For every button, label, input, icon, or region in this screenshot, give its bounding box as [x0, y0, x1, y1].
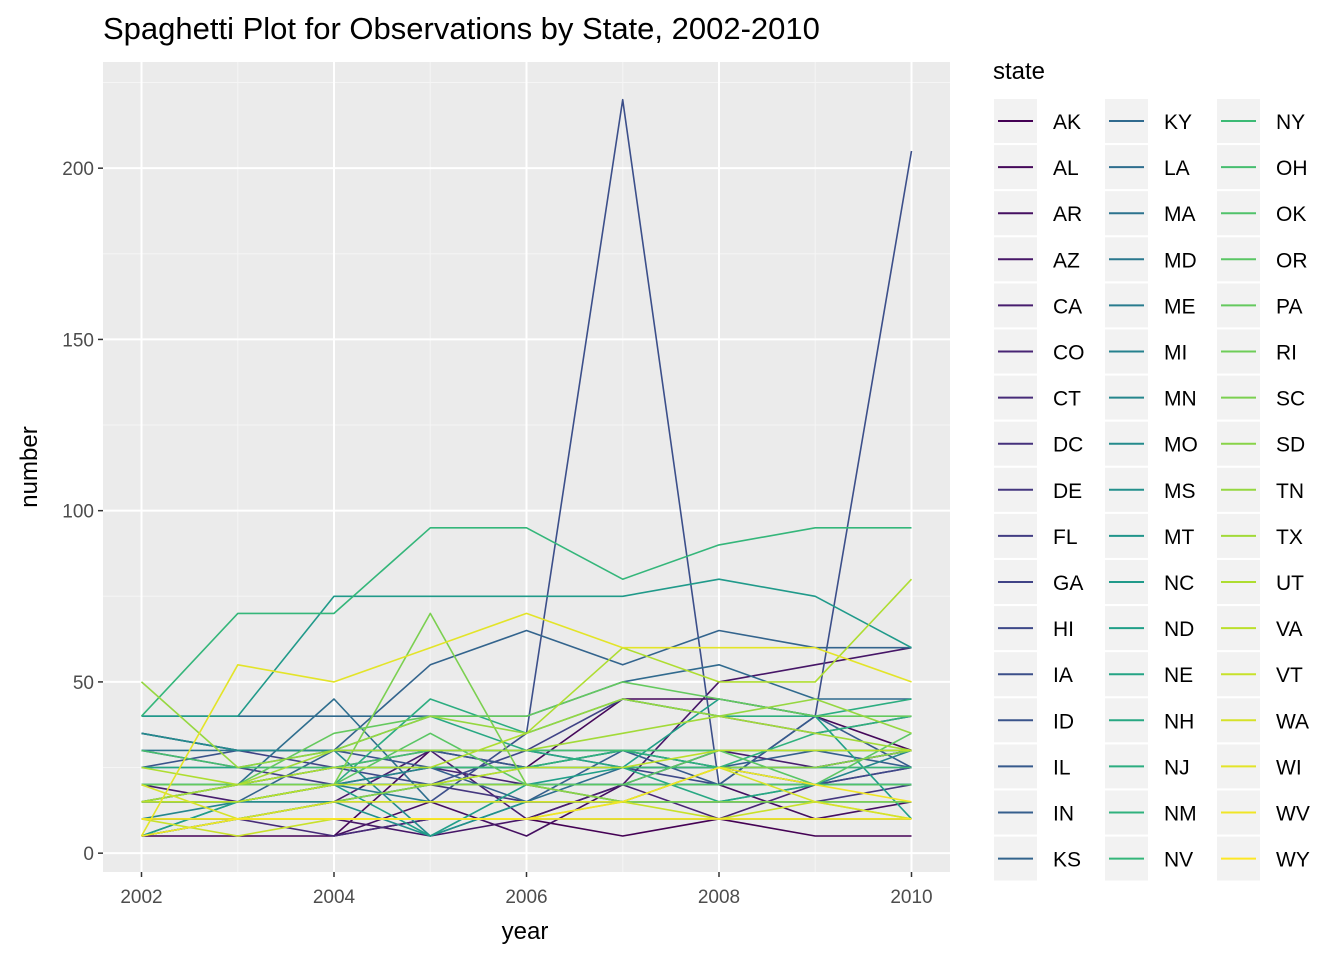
legend-label-vt: VT [1276, 664, 1303, 687]
legend-label-ky: KY [1164, 111, 1192, 134]
legend: AK AL AR AZ CA CO CT DC DE FL GA HI IA ID IL IN KS KY LA MA… [994, 99, 1310, 881]
legend-label-il: IL [1053, 756, 1071, 779]
legend-label-pa: PA [1276, 295, 1302, 318]
legend-label-nm: NM [1164, 803, 1197, 826]
legend-label-md: MD [1164, 249, 1197, 272]
series-line-nv [140, 527, 912, 717]
legend-label-az: AZ [1053, 249, 1080, 272]
legend-label-nh: NH [1164, 710, 1194, 733]
legend-label-in: IN [1053, 803, 1074, 826]
legend-label-ga: GA [1053, 572, 1083, 595]
legend-label-fl: FL [1053, 526, 1078, 549]
legend-label-ia: IA [1053, 664, 1073, 687]
series-line-wa [141, 766, 912, 820]
series-line-pa [141, 681, 912, 786]
x-tick-label: 2010 [890, 887, 932, 908]
y-axis-label: number [16, 426, 43, 507]
y-tick-label: 100 [62, 502, 94, 523]
series-line-nc [141, 578, 912, 717]
legend-label-ok: OK [1276, 203, 1306, 226]
legend-label-va: VA [1276, 618, 1302, 641]
legend-label-sd: SD [1276, 434, 1305, 457]
legend-label-hi: HI [1053, 618, 1074, 641]
legend-label-tn: TN [1276, 480, 1304, 503]
legend-label-id: ID [1053, 710, 1074, 733]
legend-label-wy: WY [1276, 849, 1310, 872]
series-line-ut [141, 578, 913, 786]
legend-label-ak: AK [1053, 111, 1081, 134]
x-axis: 2002 2004 2006 2008 2010 [120, 872, 933, 908]
legend-label-or: OR [1276, 249, 1308, 272]
legend-label-wi: WI [1276, 756, 1302, 779]
chart-title: Spaghetti Plot for Observations by State… [103, 11, 820, 46]
y-tick-label: 150 [62, 330, 94, 351]
legend-label-ar: AR [1053, 203, 1082, 226]
series-line-wi [140, 612, 912, 837]
y-tick-label: 200 [62, 159, 94, 180]
legend-label-mn: MN [1164, 388, 1197, 411]
legend-label-ca: CA [1053, 295, 1082, 318]
x-axis-label: year [502, 918, 549, 945]
legend-label-al: AL [1053, 157, 1079, 180]
legend-label-mo: MO [1164, 434, 1198, 457]
legend-label-nc: NC [1164, 572, 1194, 595]
legend-label-nv: NV [1164, 849, 1193, 872]
legend-label-mi: MI [1164, 342, 1187, 365]
legend-label-wv: WV [1276, 803, 1310, 826]
y-axis: 0 50 100 150 200 [62, 159, 103, 865]
legend-label-ma: MA [1164, 203, 1196, 226]
x-tick-label: 2004 [313, 887, 356, 908]
series-line-tx [141, 715, 912, 803]
legend-title: state [993, 58, 1045, 85]
legend-label-ne: NE [1164, 664, 1193, 687]
legend-label-ms: MS [1164, 480, 1196, 503]
x-tick-label: 2008 [698, 887, 740, 908]
legend-label-ut: UT [1276, 572, 1304, 595]
series-line-va [141, 749, 912, 803]
series-lines [140, 98, 913, 837]
legend-label-ks: KS [1053, 849, 1081, 872]
legend-label-nd: ND [1164, 618, 1194, 641]
legend-label-nj: NJ [1164, 756, 1190, 779]
legend-label-tx: TX [1276, 526, 1303, 549]
y-tick-label: 0 [83, 844, 94, 865]
legend-label-me: ME [1164, 295, 1196, 318]
legend-label-mt: MT [1164, 526, 1194, 549]
legend-label-co: CO [1053, 342, 1085, 365]
legend-label-de: DE [1053, 480, 1082, 503]
y-tick-label: 50 [73, 673, 94, 694]
legend-label-la: LA [1164, 157, 1190, 180]
x-tick-label: 2002 [120, 887, 162, 908]
legend-label-wa: WA [1276, 710, 1309, 733]
x-tick-label: 2006 [505, 887, 547, 908]
legend-label-ri: RI [1276, 342, 1297, 365]
legend-label-sc: SC [1276, 388, 1305, 411]
legend-label-dc: DC [1053, 434, 1083, 457]
legend-label-ny: NY [1276, 111, 1305, 134]
legend-label-oh: OH [1276, 157, 1308, 180]
legend-label-ct: CT [1053, 388, 1081, 411]
